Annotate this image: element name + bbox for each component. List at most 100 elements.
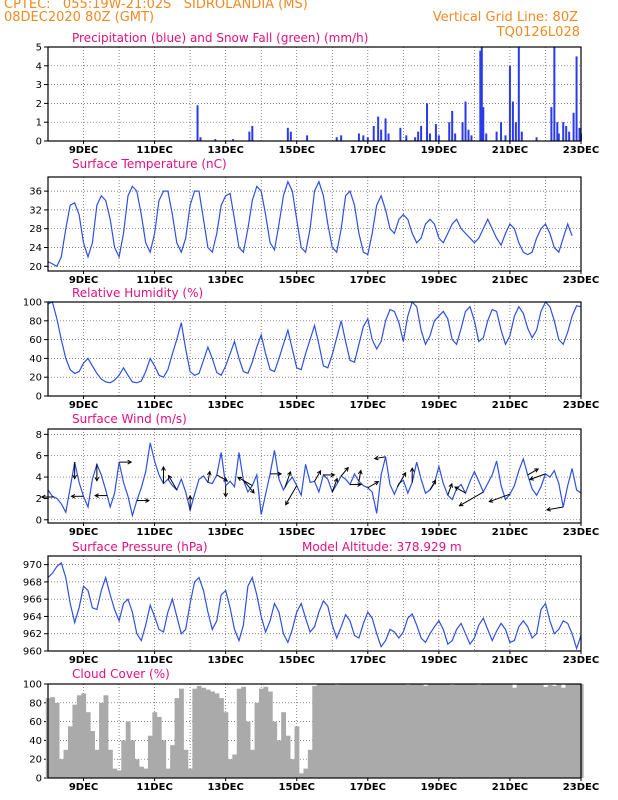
wind-arrow: [136, 498, 150, 503]
wind-arrow: [314, 469, 322, 482]
precip-bar: [335, 137, 338, 141]
cloud-bar: [365, 684, 371, 778]
wind-arrow: [350, 482, 363, 487]
x-date-label: 13DEC: [207, 655, 243, 666]
wind-arrow-shaft: [284, 471, 292, 488]
x-date-label: 21DEC: [492, 782, 528, 793]
cloud-bar: [441, 684, 446, 778]
wind-arrow-head: [277, 471, 283, 477]
y-tick-label: 28: [29, 224, 42, 235]
cloud-bar: [521, 684, 526, 778]
cloud-bar: [472, 684, 478, 778]
cloud-bar: [294, 726, 300, 778]
cloud-bar: [370, 684, 375, 778]
cloud-bar: [298, 773, 304, 778]
precip-bar: [289, 131, 292, 141]
panel-title-humidity: Relative Humidity (%): [72, 286, 203, 300]
cloud-bar: [489, 684, 495, 778]
plot-frame: [47, 301, 582, 397]
wind-arrow-head: [187, 494, 193, 500]
cloud-bar: [538, 684, 544, 778]
cloud-bar: [196, 685, 202, 778]
cloud-bar: [303, 768, 309, 778]
x-date-label: 15DEC: [279, 145, 315, 156]
precip-bar: [495, 131, 498, 141]
cloud-bar: [321, 684, 327, 778]
wind-arrow-shaft: [454, 486, 466, 494]
x-date-label: 9DEC: [69, 655, 98, 666]
cloud-bar: [467, 684, 473, 778]
plot-frame: [47, 46, 582, 142]
wind-arrow-head: [94, 493, 99, 498]
cloud-bar: [112, 768, 118, 778]
precip-bar: [535, 137, 538, 141]
wind-arrow-head: [545, 506, 551, 512]
cloud-bar: [507, 684, 513, 778]
precip-bar: [508, 65, 511, 141]
x-date-label: 13DEC: [207, 527, 243, 538]
cloud-bar: [192, 688, 198, 778]
wind-arrow: [223, 485, 229, 498]
y-tick-label: 20: [29, 755, 42, 766]
precip-bar: [448, 122, 451, 141]
cloud-bar: [174, 698, 180, 778]
cloud-bar: [107, 749, 113, 778]
wind-arrow-head: [330, 472, 336, 478]
cloud-bar: [383, 684, 389, 778]
wind-arrow: [357, 469, 363, 482]
panel-title-cloud: Cloud Cover (%): [72, 667, 170, 681]
cloud-bar: [347, 684, 353, 778]
cloud-bar: [552, 685, 557, 778]
y-tick-label: 0: [36, 774, 42, 785]
cloud-bar: [378, 684, 384, 778]
y-tick-label: 8: [36, 430, 42, 441]
precip-bar: [517, 47, 520, 141]
cloud-bar: [387, 684, 393, 778]
cloud-bar: [285, 735, 291, 778]
cloud-bar: [405, 684, 411, 778]
x-date-label: 15DEC: [279, 782, 315, 793]
wind-arrow: [270, 471, 283, 477]
panel-pressure: 960 962 964 966 968 970 9DEC 11DEC 13DEC 15DEC 17D…: [23, 540, 599, 666]
cloud-bar: [338, 684, 344, 778]
panel-title-temperature: Surface Temperature (nC): [72, 157, 227, 171]
cloud-bar: [361, 684, 366, 778]
x-date-label: 19DEC: [421, 275, 457, 286]
cloud-bar: [396, 684, 402, 778]
cloud-bar: [134, 759, 140, 778]
cloud-bar: [210, 691, 215, 778]
plot-frame: [47, 176, 582, 272]
precip-bar: [568, 131, 571, 141]
panel-title-precip: Precipitation (blue) and Snow Fall (gree…: [72, 31, 368, 45]
wind-arrow: [409, 467, 415, 483]
cloud-bar: [236, 688, 242, 778]
x-date-label: 21DEC: [492, 400, 528, 411]
wind-arrow: [373, 455, 386, 461]
wind-arrow: [72, 462, 78, 480]
y-tick-label: 40: [29, 736, 42, 747]
precip-bar: [578, 127, 581, 141]
precip-bar: [514, 122, 517, 141]
cloud-bar: [516, 684, 522, 778]
x-date-label: 11DEC: [136, 655, 172, 666]
wind-arrow-head: [333, 477, 339, 483]
cloud-bar: [556, 684, 562, 778]
precip-bar: [557, 133, 560, 141]
precip-bar: [362, 135, 365, 141]
wind-arrow: [458, 491, 484, 507]
x-date-label: 17DEC: [350, 782, 386, 793]
cloud-bar: [125, 721, 131, 778]
wind-arrow-shaft: [447, 483, 453, 496]
x-date-label: 17DEC: [350, 400, 386, 411]
cloud-bar: [63, 749, 69, 778]
precip-bar: [372, 125, 375, 141]
cloud-bar: [187, 768, 193, 778]
cloud-bar: [330, 684, 335, 778]
precip-bar: [251, 125, 254, 141]
wind-arrow-head: [488, 498, 494, 503]
cloud-bar: [272, 721, 278, 778]
wind-arrow-head: [448, 482, 453, 488]
y-tick-label: 100: [23, 680, 42, 691]
precip-bar: [500, 122, 503, 141]
x-date-label: 21DEC: [492, 527, 528, 538]
